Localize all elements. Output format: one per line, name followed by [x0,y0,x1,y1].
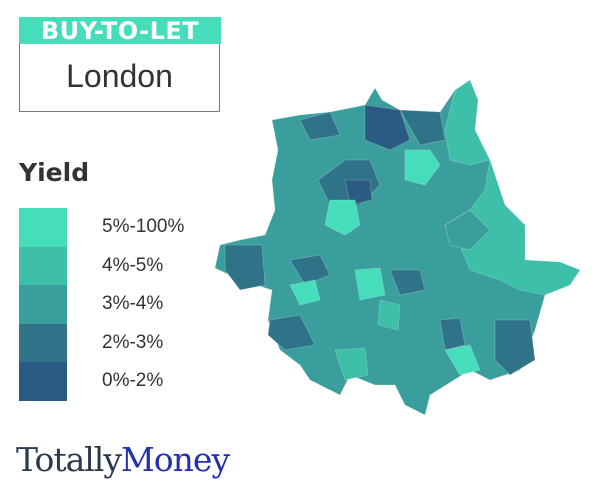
legend-label: 0%-2% [102,370,164,392]
legend-swatch [19,323,67,362]
borough-region [377,299,401,331]
borough-region [289,279,321,306]
borough-region [334,347,369,381]
borough-region [444,344,481,376]
borough-region [364,104,411,151]
legend-swatch [19,362,67,401]
legend-label: 4%-5% [102,254,164,276]
legend-item: 4%-5% [19,246,184,285]
legend-item: 2%-3% [19,323,184,362]
legend-title: Yield [19,158,90,187]
legend-swatch [19,246,67,285]
legend: 5%-100% 4%-5% 3%-4% 2%-3% 0%-2% [19,208,184,401]
borough-region [354,267,386,301]
borough-region [299,111,341,141]
borough-region [439,317,466,351]
legend-label: 2%-3% [102,331,164,353]
borough-region [399,109,446,146]
legend-label: 5%-100% [102,216,185,238]
buy-to-let-badge: BUY-TO-LET [19,17,221,45]
legend-item: 5%-100% [19,208,184,247]
legend-item: 0%-2% [19,362,184,401]
borough-region [224,244,266,291]
legend-swatch [19,208,67,247]
legend-label: 3%-4% [102,293,164,315]
borough-region [344,179,373,206]
borough-region [389,269,426,296]
borough-region [444,209,491,251]
borough-region [494,319,536,376]
city-label: London [19,44,220,112]
totallymoney-logo: TotallyMoney [16,440,230,479]
borough-region [404,149,441,186]
borough-region [444,79,491,166]
legend-swatch [19,285,67,324]
legend-item: 3%-4% [19,285,184,324]
borough-region [267,314,316,351]
borough-region [324,199,361,236]
borough-region [289,254,331,286]
